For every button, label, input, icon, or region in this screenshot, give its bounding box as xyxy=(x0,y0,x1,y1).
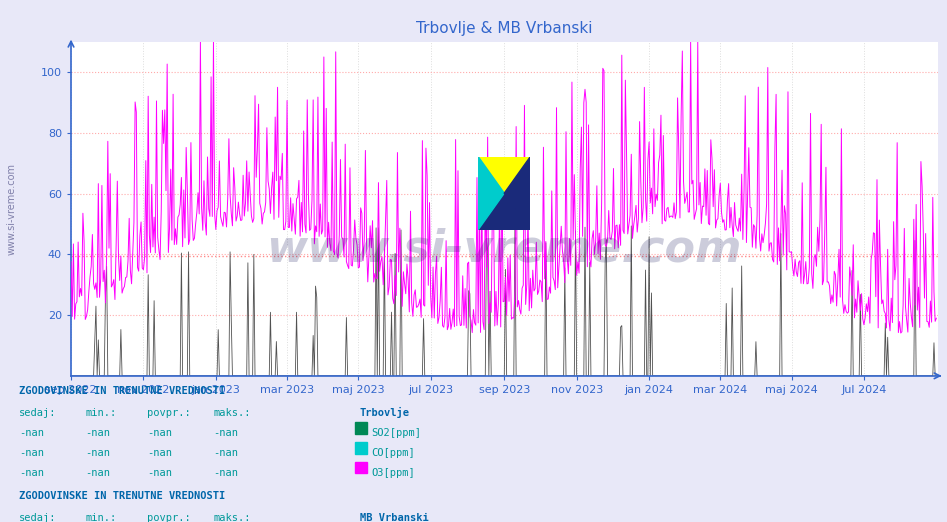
Polygon shape xyxy=(478,157,505,230)
Text: ZGODOVINSKE IN TRENUTNE VREDNOSTI: ZGODOVINSKE IN TRENUTNE VREDNOSTI xyxy=(19,386,225,396)
Text: -nan: -nan xyxy=(213,428,238,438)
Polygon shape xyxy=(505,157,530,230)
Text: ZGODOVINSKE IN TRENUTNE VREDNOSTI: ZGODOVINSKE IN TRENUTNE VREDNOSTI xyxy=(19,491,225,501)
Text: -nan: -nan xyxy=(85,428,110,438)
Text: CO[ppm]: CO[ppm] xyxy=(371,448,415,458)
Text: povpr.:: povpr.: xyxy=(147,513,190,522)
Text: sedaj:: sedaj: xyxy=(19,408,57,418)
Text: sedaj:: sedaj: xyxy=(19,513,57,522)
Text: -nan: -nan xyxy=(147,468,171,478)
Polygon shape xyxy=(478,193,530,230)
Text: -nan: -nan xyxy=(213,448,238,458)
Text: www.si-vreme.com: www.si-vreme.com xyxy=(7,163,16,255)
Text: -nan: -nan xyxy=(19,428,44,438)
Text: -nan: -nan xyxy=(213,468,238,478)
Text: -nan: -nan xyxy=(147,428,171,438)
Text: MB Vrbanski: MB Vrbanski xyxy=(360,513,429,522)
Text: -nan: -nan xyxy=(147,448,171,458)
Text: -nan: -nan xyxy=(85,468,110,478)
Text: O3[ppm]: O3[ppm] xyxy=(371,468,415,478)
Text: maks.:: maks.: xyxy=(213,513,251,522)
Text: -nan: -nan xyxy=(19,468,44,478)
Text: Trbovlje: Trbovlje xyxy=(360,407,410,418)
Text: -nan: -nan xyxy=(85,448,110,458)
Text: maks.:: maks.: xyxy=(213,408,251,418)
Text: min.:: min.: xyxy=(85,408,116,418)
Polygon shape xyxy=(478,157,530,193)
Text: min.:: min.: xyxy=(85,513,116,522)
Text: www.si-vreme.com: www.si-vreme.com xyxy=(266,228,742,270)
Text: -nan: -nan xyxy=(19,448,44,458)
Title: Trbovlje & MB Vrbanski: Trbovlje & MB Vrbanski xyxy=(416,21,593,37)
Text: povpr.:: povpr.: xyxy=(147,408,190,418)
Text: SO2[ppm]: SO2[ppm] xyxy=(371,428,421,438)
